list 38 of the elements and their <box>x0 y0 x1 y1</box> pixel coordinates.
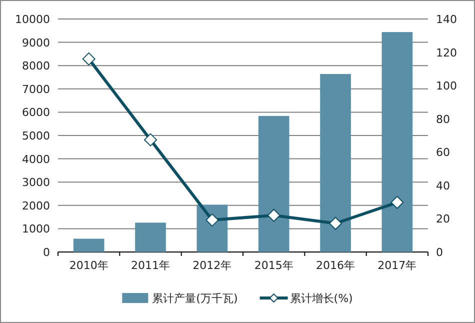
y2-tick-label: 0 <box>436 246 443 259</box>
legend-label: 累计产量(万千瓦) <box>152 292 238 305</box>
y-tick-label: 2000 <box>22 199 50 212</box>
y-tick-label: 5000 <box>22 130 50 142</box>
point <box>206 214 219 227</box>
y-tick-label: 9000 <box>22 36 50 50</box>
x-tick-label: 2011年 <box>131 259 170 272</box>
point <box>329 216 342 230</box>
y-tick-label: 1000 <box>22 222 50 236</box>
y2-tick-label: 120 <box>436 46 457 60</box>
y-tick-label: 7000 <box>22 82 50 96</box>
bar <box>135 222 166 252</box>
point <box>267 208 280 222</box>
y2-tick-label: 60 <box>436 146 450 160</box>
legend-label: 累计增长(%) <box>290 292 353 305</box>
point <box>144 133 157 146</box>
y-tick-label: 0 <box>43 246 50 259</box>
y2-tick-label: 140 <box>436 13 457 26</box>
point <box>82 52 96 66</box>
y-tick-label: 6000 <box>22 106 50 120</box>
x-tick-label: 2015年 <box>254 259 294 272</box>
point <box>390 196 404 209</box>
y2-tick-label: 80 <box>436 112 450 126</box>
x-tick-label: 2012年 <box>192 259 232 272</box>
bar <box>382 32 413 252</box>
y-tick-label: 3000 <box>22 176 50 190</box>
y-tick-label: 8000 <box>22 60 50 73</box>
y-tick-label: 10000 <box>15 13 50 26</box>
bar <box>320 74 351 252</box>
y2-tick-label: 40 <box>436 179 450 192</box>
x-tick-label: 2017年 <box>378 259 417 272</box>
x-tick-label: 2016年 <box>316 259 355 272</box>
y-tick-label: 4000 <box>22 152 50 166</box>
x-tick-label: 2010年 <box>69 259 108 272</box>
bar <box>258 116 290 252</box>
y2-tick-label: 100 <box>436 80 457 93</box>
y2-tick-label: 20 <box>436 212 450 226</box>
bar <box>73 238 104 252</box>
